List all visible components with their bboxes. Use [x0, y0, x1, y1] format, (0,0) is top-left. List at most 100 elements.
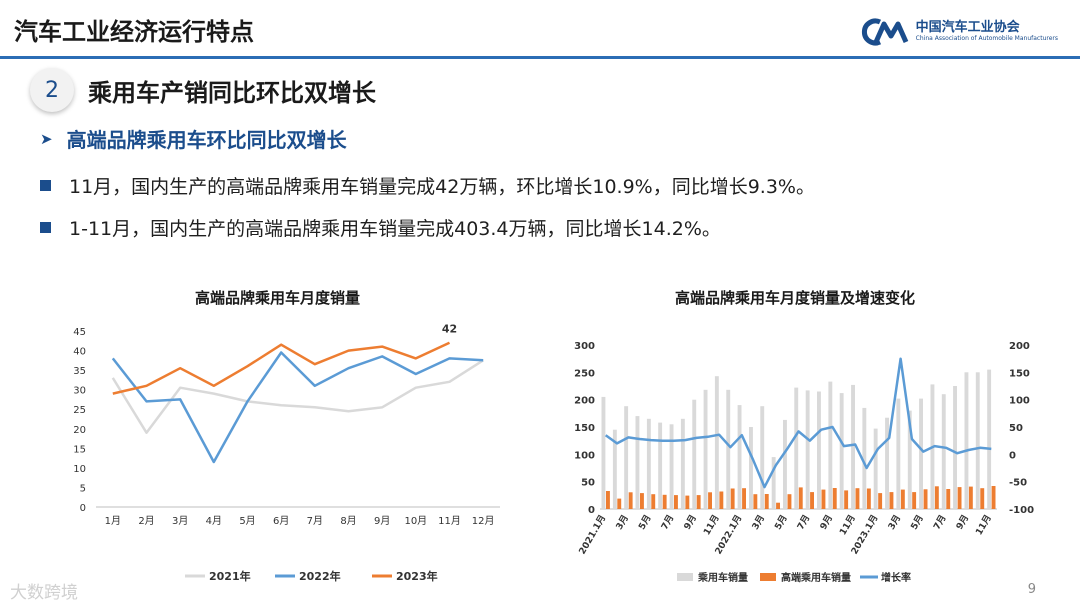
- bullet-item: 1-11月，国内生产的高端品牌乘用车销量完成403.4万辆，同比增长14.2%。: [40, 214, 721, 241]
- x-tick-label: 9月: [818, 513, 835, 532]
- bar-premium-car-sales: [776, 502, 780, 509]
- bar-premium-car-sales: [685, 495, 690, 509]
- bar-premium-car-sales: [855, 488, 860, 509]
- legend-label: 高端乘用车销量: [781, 571, 851, 584]
- bar-passenger-car-sales: [851, 384, 855, 509]
- bar-premium-car-sales: [753, 494, 758, 509]
- x-tick-label: 2021.1月: [577, 513, 608, 556]
- x-tick-label: 10月: [404, 515, 427, 527]
- arrow-right-icon: ➤: [40, 129, 53, 148]
- page-title: 汽车工业经济运行特点: [14, 18, 254, 46]
- square-bullet-icon: [40, 180, 51, 191]
- y-tick-label: 30: [73, 386, 86, 397]
- bar-passenger-car-sales: [907, 410, 912, 509]
- bar-premium-car-sales: [628, 492, 633, 509]
- x-tick-label: 9月: [682, 513, 699, 532]
- x-tick-label: 7月: [931, 513, 948, 532]
- bar-premium-car-sales: [798, 487, 803, 509]
- bar-premium-car-sales: [878, 493, 883, 509]
- bar-premium-car-sales: [674, 495, 678, 509]
- bar-premium-car-sales: [912, 492, 917, 509]
- y-tick-label: 0: [80, 503, 86, 514]
- chart2-title: 高端品牌乘用车月度销量及增速变化: [675, 289, 916, 307]
- caam-logo-icon: [861, 18, 908, 46]
- series-line-2023年: [112, 341, 451, 395]
- x-tick-label: 5月: [909, 513, 926, 532]
- bar-premium-car-sales: [606, 491, 610, 509]
- y2-tick-label: -50: [1009, 478, 1027, 489]
- bar-premium-car-sales: [991, 486, 996, 509]
- bar-premium-car-sales: [787, 494, 792, 509]
- x-tick-label: 11月: [438, 515, 461, 527]
- subheading-text: 高端品牌乘用车环比同比双增长: [66, 128, 347, 152]
- series-line-2021年: [111, 359, 484, 434]
- bar-premium-car-sales: [640, 493, 644, 509]
- y2-tick-label: 150: [1009, 368, 1030, 379]
- x-tick-label: 7月: [795, 513, 812, 532]
- bar-premium-car-sales: [934, 486, 939, 509]
- bar-premium-car-sales: [957, 487, 962, 509]
- series-line-2022年: [111, 351, 484, 464]
- x-tick-label: 11月: [974, 513, 994, 537]
- x-tick-label: 9月: [954, 513, 971, 532]
- x-tick-label: 9月: [374, 515, 390, 527]
- growth-rate-line: [604, 357, 992, 489]
- bar-passenger-car-sales: [805, 390, 810, 509]
- y-tick-label: 300: [574, 341, 595, 352]
- bar-premium-car-sales: [832, 488, 837, 509]
- bar-passenger-car-sales: [635, 416, 640, 509]
- legend-label: 乘用车销量: [697, 571, 748, 584]
- bar-passenger-car-sales: [749, 427, 753, 509]
- footer-brand: 大数跨境: [10, 583, 78, 603]
- y-tick-label: 25: [73, 405, 86, 416]
- legend-label: 2023年: [396, 569, 438, 583]
- bar-passenger-car-sales: [760, 406, 765, 509]
- bar-premium-car-sales: [980, 488, 985, 509]
- chart1-line-chart: 0 5 10 15 20 25 30 35 40 45 1月 2月 3月 4月 5月 6月 7月 8月 9月 10月 1…: [73, 323, 500, 583]
- bar-passenger-car-sales: [941, 394, 946, 509]
- y-tick-label: 45: [73, 327, 86, 338]
- bar-premium-car-sales: [662, 494, 667, 509]
- bar-premium-car-sales: [968, 486, 973, 509]
- legend-label: 2021年: [209, 569, 251, 583]
- y-tick-label: 15: [73, 444, 86, 455]
- bar-passenger-car-sales: [658, 422, 663, 509]
- x-tick-label: 5月: [239, 515, 255, 527]
- bar-premium-car-sales: [742, 488, 746, 509]
- x-tick-label: 6月: [273, 515, 289, 527]
- x-tick-label: 3月: [614, 513, 631, 532]
- x-tick-label: 5月: [773, 513, 790, 532]
- y-tick-label: 100: [574, 450, 595, 461]
- legend-swatch: [677, 573, 693, 581]
- bar-passenger-car-sales: [885, 417, 889, 509]
- bar-passenger-car-sales: [737, 405, 742, 509]
- bar-premium-car-sales: [923, 489, 928, 509]
- section-number-badge: 2: [30, 68, 74, 112]
- bar-premium-car-sales: [719, 491, 724, 509]
- bar-premium-car-sales: [821, 489, 826, 509]
- x-tick-label: 3月: [750, 513, 767, 532]
- y2-tick-label: 50: [1009, 423, 1023, 434]
- bar-passenger-car-sales: [828, 381, 833, 509]
- data-label: 42: [442, 323, 457, 336]
- y-tick-label: 250: [574, 368, 595, 379]
- bar-passenger-car-sales: [919, 398, 923, 509]
- bar-premium-car-sales: [764, 494, 769, 509]
- bullet-item: 11月，国内生产的高端品牌乘用车销量完成42万辆，环比增长10.9%，同比增长9…: [40, 172, 815, 199]
- y-tick-label: 0: [588, 505, 595, 516]
- x-tick-label: 12月: [472, 515, 495, 527]
- bar-premium-car-sales: [810, 492, 814, 509]
- bar-premium-car-sales: [900, 489, 905, 509]
- bar-premium-car-sales: [889, 492, 894, 509]
- legend-label: 2022年: [299, 569, 341, 583]
- y2-tick-label: 200: [1009, 341, 1030, 352]
- chart2-combo-chart: 0 50 100 150 200 250 300 -100 -50 0 50 100 150 200 202…: [574, 341, 1034, 584]
- bar-passenger-car-sales: [703, 389, 708, 509]
- square-bullet-icon: [40, 222, 51, 233]
- section-title: 乘用车产销同比环比双增长: [88, 78, 376, 107]
- x-tick-label: 11月: [701, 513, 721, 537]
- bar-premium-car-sales: [866, 488, 871, 509]
- page-number: 9: [1027, 582, 1036, 597]
- bullet-text: 11月，国内生产的高端品牌乘用车销量完成42万辆，环比增长10.9%，同比增长9…: [69, 176, 815, 198]
- legend-label: 增长率: [881, 571, 911, 584]
